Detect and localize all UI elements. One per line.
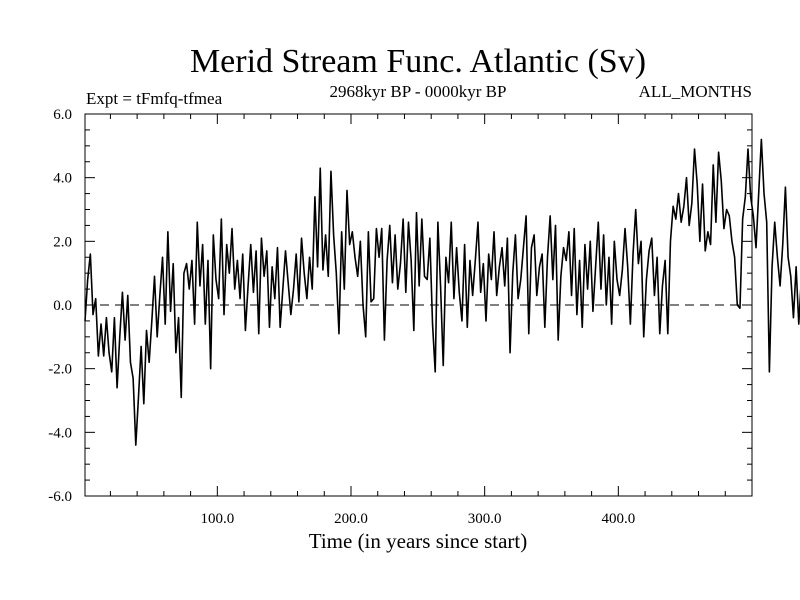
x-axis-label: Time (in years since start) xyxy=(309,529,528,553)
x-tick-label: 300.0 xyxy=(468,511,502,527)
y-tick-label: 2.0 xyxy=(53,234,72,250)
y-tick-label: 6.0 xyxy=(53,107,72,123)
y-tick-label: -4.0 xyxy=(48,425,72,441)
season-label: ALL_MONTHS xyxy=(639,82,752,101)
x-tick-label: 400.0 xyxy=(601,511,635,527)
plot-frame xyxy=(84,113,753,497)
tick-labels: 100.0 200.0 300.0 400.0 6.0 4.0 2.0 0.0 -2.0 -4.0… xyxy=(48,107,635,527)
y-tick-label: -2.0 xyxy=(48,362,72,378)
y-tick-label: -6.0 xyxy=(48,489,72,505)
period-label: 2968kyr BP - 0000kyr BP xyxy=(330,82,507,101)
experiment-label: Expt = tFmfq-tfmea xyxy=(86,89,223,108)
y-tick-label: 0.0 xyxy=(53,298,72,314)
chart-title: Merid Stream Func. Atlantic (Sv) xyxy=(190,43,646,80)
minor-ticks xyxy=(85,114,752,496)
y-tick-label: 4.0 xyxy=(53,171,72,187)
series-line xyxy=(84,138,800,446)
x-tick-label: 100.0 xyxy=(200,511,234,527)
x-tick-label: 200.0 xyxy=(334,511,368,527)
